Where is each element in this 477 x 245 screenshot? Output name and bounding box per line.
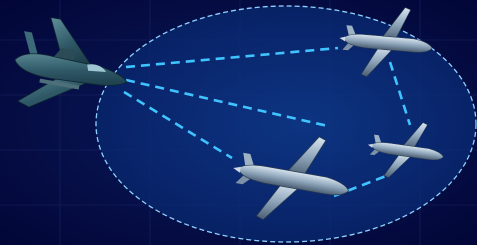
- scene: [0, 0, 477, 245]
- page: [0, 0, 477, 245]
